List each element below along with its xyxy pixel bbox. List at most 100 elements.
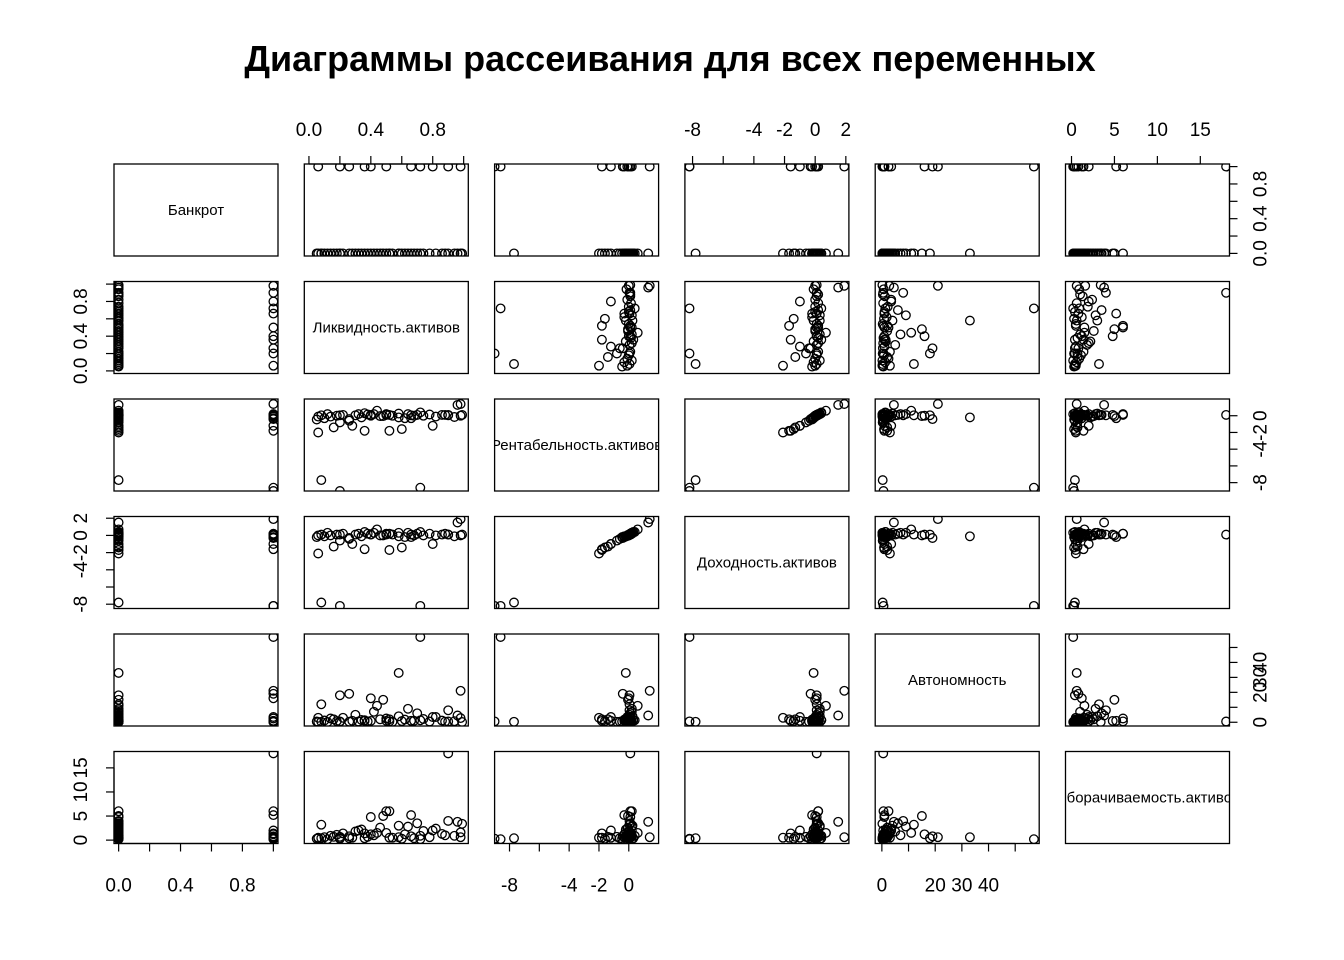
- data-point: [1221, 409, 1230, 420]
- data-point: [625, 281, 636, 290]
- data-point: [900, 310, 911, 321]
- data-point: [784, 320, 795, 331]
- data-point: [906, 827, 917, 838]
- panel-r6-c2: [303, 750, 469, 845]
- data-point: [879, 810, 890, 821]
- panel-border: [493, 280, 660, 375]
- data-point: [807, 308, 818, 319]
- points-group: [494, 516, 655, 609]
- data-point: [625, 751, 636, 759]
- data-point: [344, 248, 355, 256]
- points-group: [311, 164, 468, 256]
- data-point: [964, 832, 975, 843]
- data-point: [964, 315, 975, 326]
- tick-label: -4: [745, 120, 762, 141]
- data-point: [811, 818, 822, 829]
- data-point: [114, 597, 124, 608]
- data-point: [811, 409, 822, 420]
- data-point: [1070, 248, 1081, 256]
- panel-border: [113, 163, 279, 257]
- data-point: [440, 830, 451, 841]
- data-point: [415, 715, 426, 726]
- data-point: [596, 320, 607, 331]
- data-point: [623, 331, 634, 342]
- data-point: [495, 164, 506, 172]
- panel-border: [874, 633, 1040, 727]
- data-point: [1071, 281, 1082, 291]
- left-axis-var6: 0 5 10 15: [71, 757, 115, 845]
- points-group: [877, 516, 1039, 609]
- data-point: [440, 248, 451, 256]
- data-point: [644, 164, 655, 172]
- data-point: [778, 248, 788, 256]
- data-point: [888, 282, 899, 293]
- data-point: [375, 248, 386, 256]
- data-point: [375, 530, 386, 541]
- panel-border: [874, 515, 1040, 610]
- data-point: [378, 248, 389, 256]
- data-point: [611, 348, 622, 359]
- data-point: [347, 248, 358, 256]
- tick-label: -8: [501, 876, 518, 897]
- data-point: [387, 248, 398, 256]
- data-point: [605, 296, 616, 307]
- data-point: [1094, 359, 1104, 369]
- data-point: [619, 715, 630, 726]
- data-point: [624, 348, 635, 359]
- data-point: [368, 248, 379, 256]
- diagonal-label-var2: Ликвидность.активов: [313, 320, 460, 337]
- tick-label: -2: [776, 120, 793, 141]
- data-point: [1071, 516, 1082, 525]
- data-point: [813, 338, 824, 349]
- data-point: [879, 425, 890, 436]
- data-point: [359, 828, 370, 839]
- panel-border: [1064, 280, 1231, 375]
- data-point: [365, 812, 376, 822]
- points-group: [114, 281, 278, 372]
- data-point: [396, 542, 407, 553]
- data-point: [888, 399, 899, 410]
- tick-label: 0.8: [229, 876, 255, 897]
- data-point: [316, 819, 327, 830]
- points-group: [311, 399, 468, 491]
- data-point: [839, 832, 849, 843]
- data-point: [316, 716, 327, 726]
- data-point: [602, 714, 613, 725]
- points-group: [494, 281, 655, 372]
- data-point: [602, 248, 613, 256]
- data-point: [353, 409, 364, 420]
- tick-label: 5: [1109, 120, 1120, 141]
- data-point: [365, 829, 376, 840]
- data-point: [1092, 315, 1103, 326]
- data-point: [268, 343, 278, 354]
- panel-r5-c2: [303, 633, 469, 727]
- data-point: [114, 475, 124, 486]
- panel-border: [684, 633, 850, 727]
- data-point: [331, 248, 342, 256]
- data-point: [816, 830, 827, 841]
- data-point: [778, 360, 788, 371]
- data-point: [495, 303, 506, 314]
- data-point: [325, 248, 336, 256]
- data-point: [833, 248, 844, 256]
- points-group: [114, 516, 278, 609]
- data-point: [1107, 715, 1118, 726]
- data-point: [596, 334, 607, 345]
- data-point: [359, 164, 370, 172]
- data-point: [495, 634, 506, 642]
- data-point: [268, 360, 278, 371]
- data-point: [430, 411, 441, 422]
- panel-border: [684, 515, 850, 610]
- data-point: [811, 812, 822, 822]
- data-point: [794, 296, 805, 307]
- data-point: [409, 715, 420, 726]
- top-axis-var6: 0 5 10 15: [1066, 120, 1211, 165]
- data-point: [334, 600, 345, 609]
- data-point: [1075, 329, 1086, 340]
- data-point: [1068, 634, 1079, 642]
- data-point: [644, 832, 655, 843]
- data-point: [344, 831, 355, 842]
- data-point: [624, 359, 635, 369]
- data-point: [1076, 529, 1087, 540]
- data-point: [268, 544, 278, 555]
